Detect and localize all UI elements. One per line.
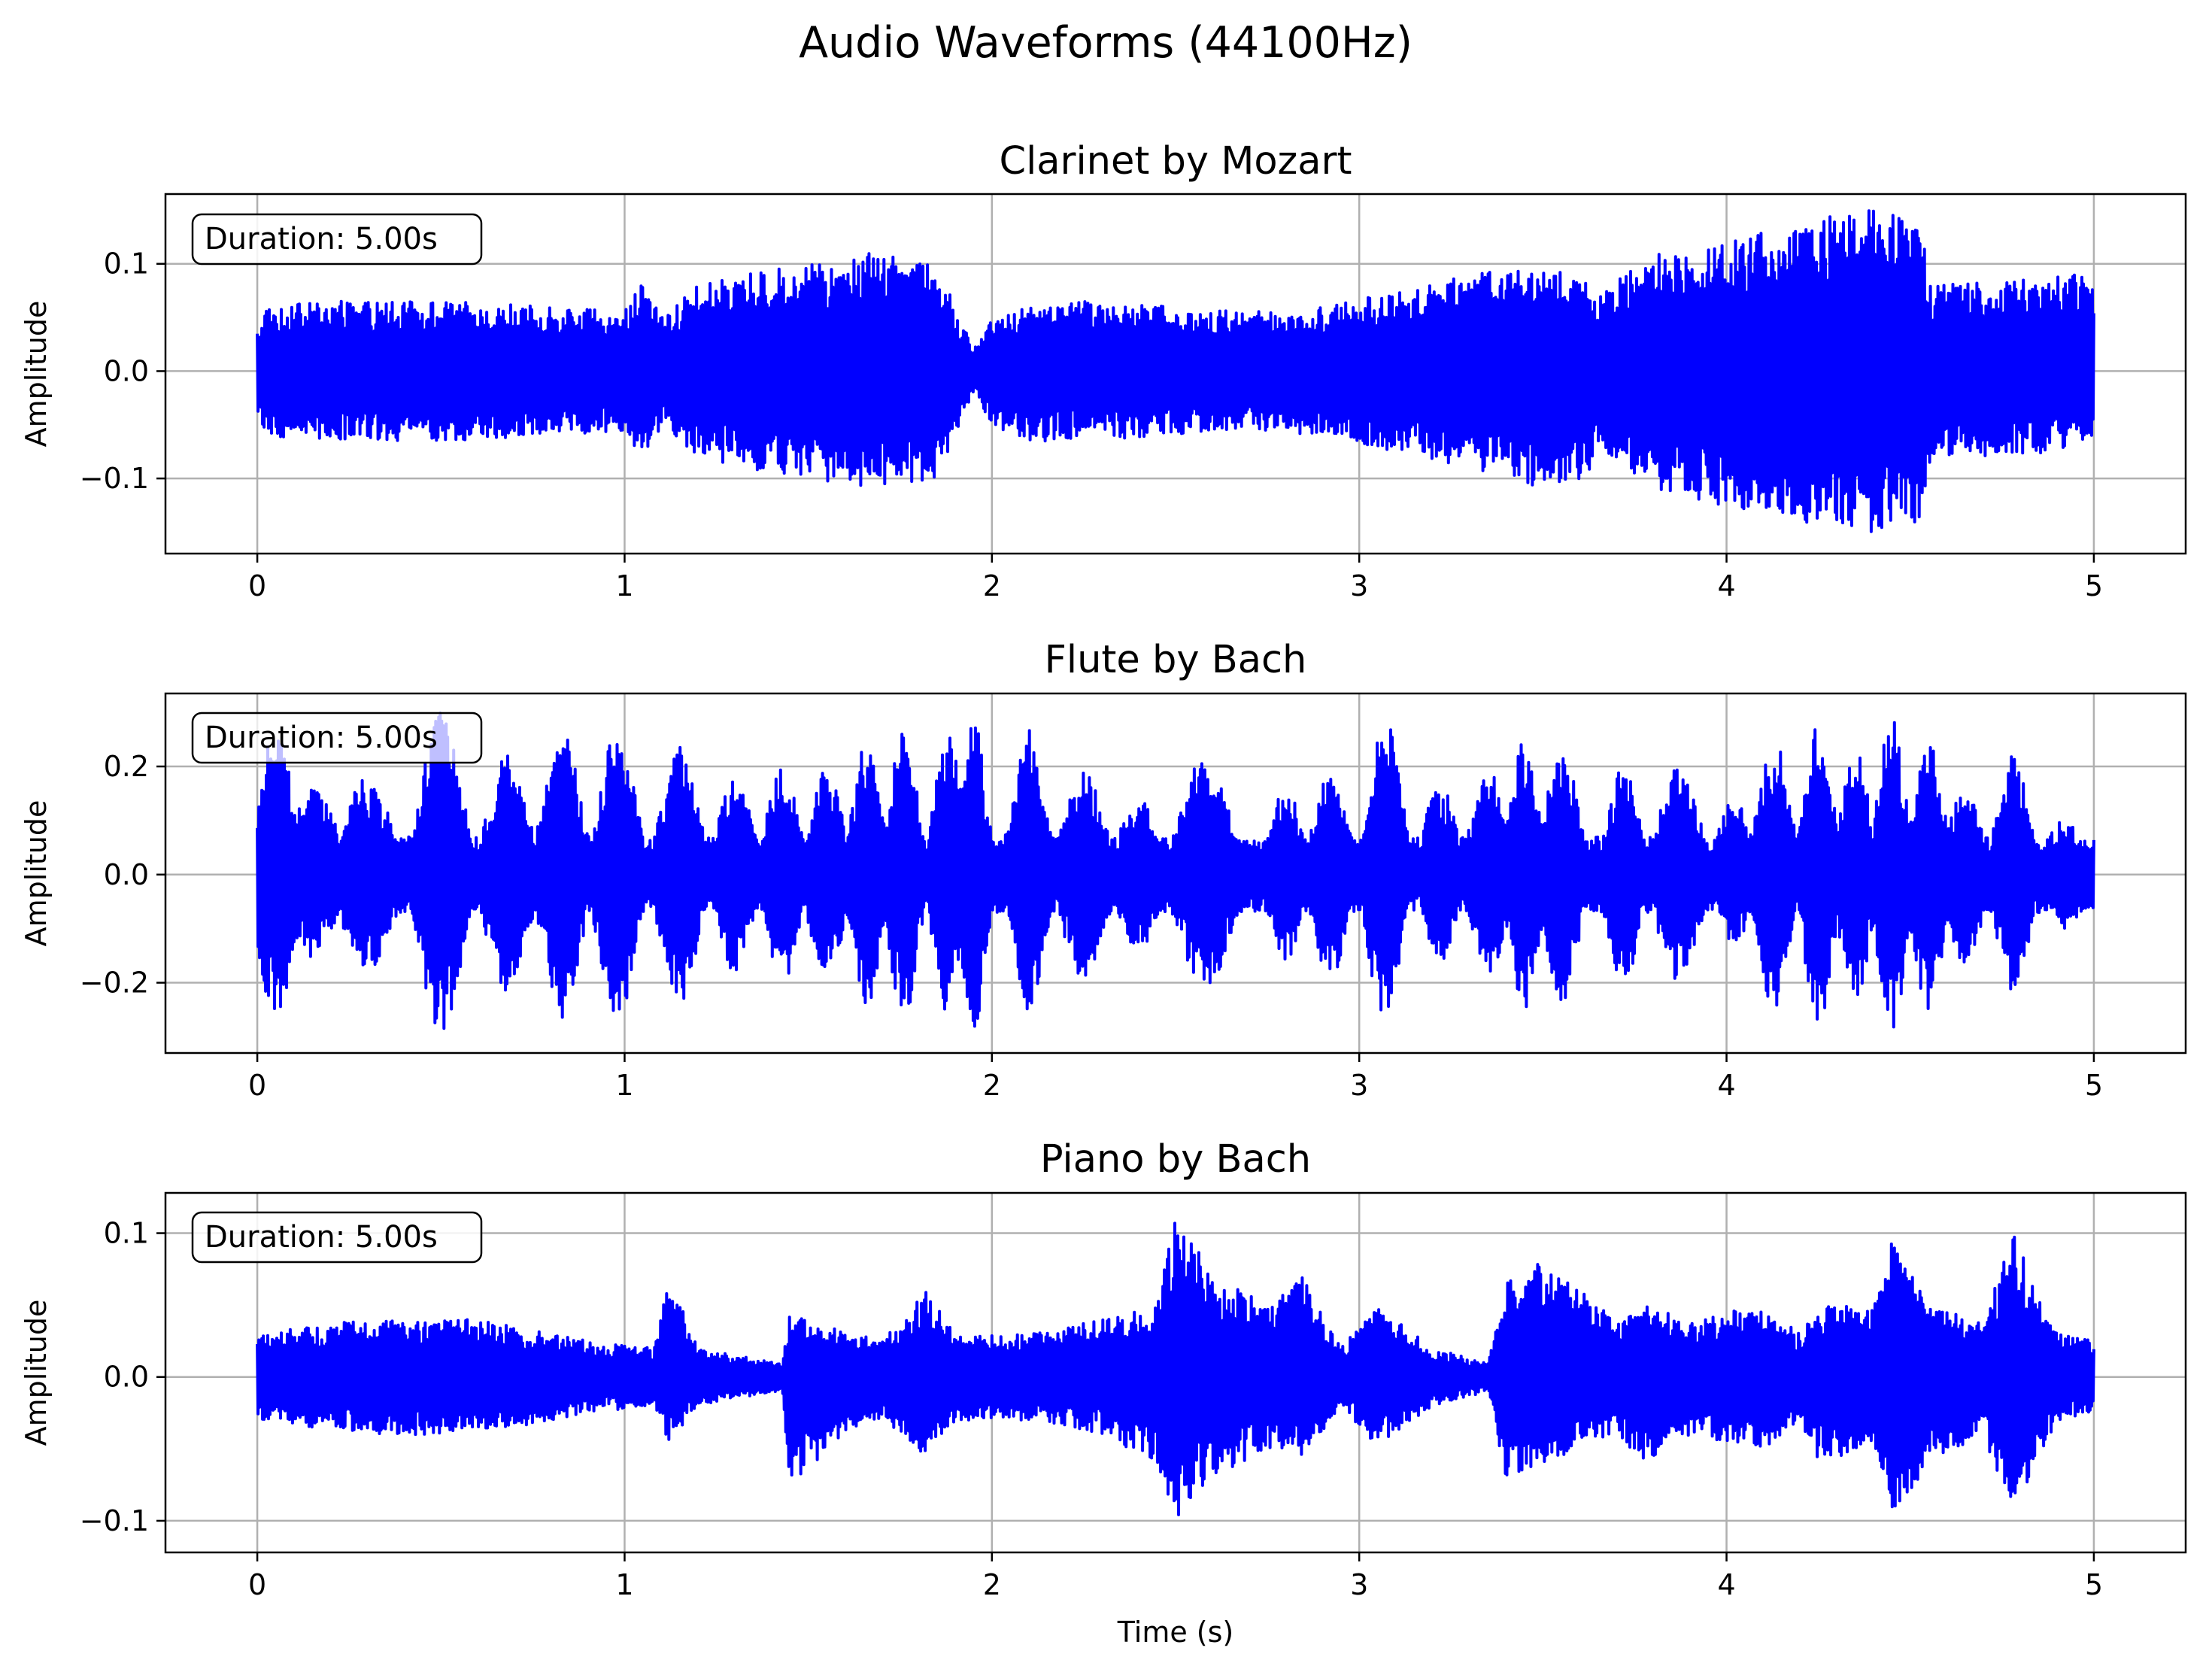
duration-text: Duration: 5.00s bbox=[205, 721, 438, 755]
x-tick-label: 2 bbox=[983, 569, 1001, 602]
duration-text: Duration: 5.00s bbox=[205, 1220, 438, 1255]
x-tick-label: 4 bbox=[1717, 569, 1735, 602]
x-tick-label: 3 bbox=[1350, 1069, 1368, 1102]
panel-clarinet: Clarinet by Mozart 0 1 2 3 4 5 −0.1 0.0 0.1 Dura… bbox=[20, 139, 2187, 602]
y-tick-label: −0.1 bbox=[80, 462, 149, 495]
panel-title: Clarinet by Mozart bbox=[999, 139, 1352, 184]
x-tick-label: 0 bbox=[248, 1069, 266, 1102]
x-tick-label: 4 bbox=[1717, 1069, 1735, 1102]
panel-title: Piano by Bach bbox=[1040, 1137, 1311, 1182]
x-tick-label: 5 bbox=[2085, 1568, 2103, 1601]
y-tick-label: 0.2 bbox=[104, 750, 149, 783]
axes-frame bbox=[164, 193, 2187, 555]
waveform-line bbox=[256, 1221, 2095, 1516]
x-tick-label: 1 bbox=[615, 1568, 633, 1601]
y-tick-label: 0.0 bbox=[104, 1361, 149, 1394]
y-axis-label: Amplitude bbox=[20, 800, 53, 947]
tick-layer: 0 1 2 3 4 5 −0.2 0.0 0.2 bbox=[80, 750, 2103, 1102]
panel-flute: Flute by Bach 0 1 2 3 4 5 −0.2 0.0 0.2 Duration:… bbox=[20, 638, 2187, 1102]
y-axis-label: Amplitude bbox=[20, 301, 53, 448]
panel-title: Flute by Bach bbox=[1045, 638, 1307, 682]
x-tick-label: 0 bbox=[248, 569, 266, 602]
tick-layer: 0 1 2 3 4 5 −0.1 0.0 0.1 bbox=[80, 1217, 2103, 1601]
duration-text: Duration: 5.00s bbox=[205, 222, 438, 256]
x-tick-label: 5 bbox=[2085, 569, 2103, 602]
x-tick-label: 0 bbox=[248, 1568, 266, 1601]
x-tick-label: 4 bbox=[1717, 1568, 1735, 1601]
y-tick-label: 0.1 bbox=[104, 1217, 149, 1250]
axes-frame bbox=[164, 692, 2187, 1055]
y-tick-label: −0.2 bbox=[80, 967, 149, 1000]
x-tick-label: 1 bbox=[615, 1069, 633, 1102]
duration-annotation: Duration: 5.00s bbox=[191, 1211, 483, 1264]
x-tick-label: 1 bbox=[615, 569, 633, 602]
tick-layer: 0 1 2 3 4 5 −0.1 0.0 0.1 bbox=[80, 247, 2103, 602]
duration-box bbox=[191, 1211, 483, 1264]
waveform-plot bbox=[256, 1221, 2095, 1516]
panel-piano: Piano by Bach 0 1 2 3 4 5 −0.1 0.0 0.1 Duration:… bbox=[20, 1137, 2187, 1649]
figure-suptitle: Audio Waveforms (44100Hz) bbox=[799, 18, 1412, 68]
waveform-plot bbox=[256, 209, 2095, 533]
x-tick-label: 5 bbox=[2085, 1069, 2103, 1102]
duration-box bbox=[191, 712, 483, 764]
y-tick-label: 0.1 bbox=[104, 247, 149, 281]
y-tick-label: 0.0 bbox=[104, 858, 149, 891]
duration-annotation: Duration: 5.00s bbox=[191, 213, 483, 266]
y-tick-label: −0.1 bbox=[80, 1504, 149, 1537]
x-axis-label: Time (s) bbox=[1117, 1616, 1234, 1649]
axes-frame bbox=[164, 1191, 2187, 1554]
waveform-plot bbox=[256, 712, 2095, 1030]
x-tick-label: 3 bbox=[1350, 569, 1368, 602]
duration-box bbox=[191, 213, 483, 266]
x-tick-label: 2 bbox=[983, 1568, 1001, 1601]
x-tick-label: 3 bbox=[1350, 1568, 1368, 1601]
waveform-line bbox=[256, 712, 2095, 1030]
duration-annotation: Duration: 5.00s bbox=[191, 712, 483, 764]
y-tick-label: 0.0 bbox=[104, 354, 149, 387]
x-tick-label: 2 bbox=[983, 1069, 1001, 1102]
waveform-line bbox=[256, 209, 2095, 533]
y-axis-label: Amplitude bbox=[20, 1300, 53, 1446]
